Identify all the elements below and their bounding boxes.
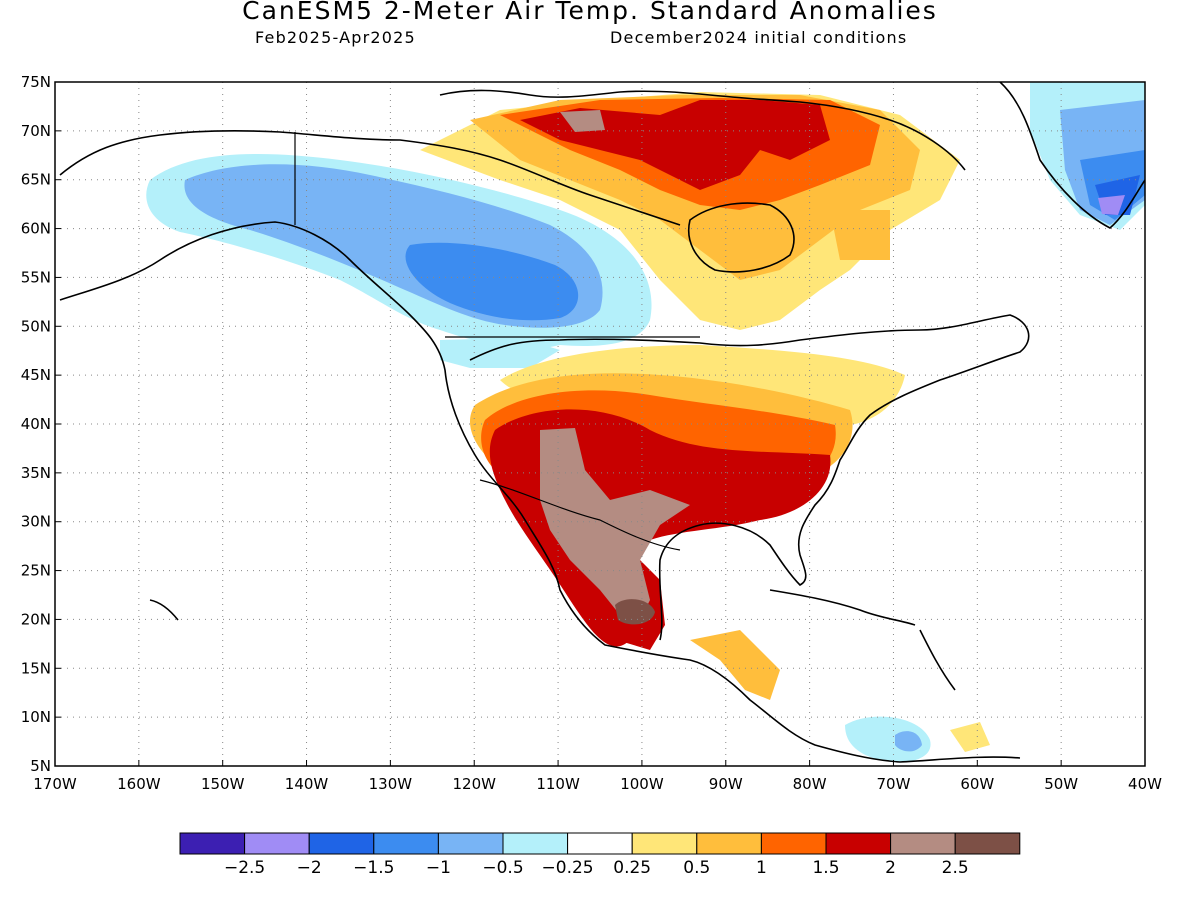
latitude-label: 60N <box>21 220 51 238</box>
political-borders <box>294 132 700 551</box>
colorbar-label: −2.5 <box>224 858 265 878</box>
colorbar-label: −0.25 <box>542 858 594 878</box>
longitude-label: 170W <box>33 775 77 793</box>
colorbar-swatch <box>179 832 246 855</box>
anomaly-region-wcanada-core <box>405 242 579 321</box>
latitude-label: 50N <box>21 317 51 335</box>
longitude-label: 70W <box>877 775 911 793</box>
longitude-label: 130W <box>369 775 413 793</box>
anomaly-region-central-america <box>690 630 780 700</box>
latitude-label: 70N <box>21 122 51 140</box>
latitude-label: 75N <box>21 73 51 91</box>
colorbar-swatch <box>567 832 633 855</box>
colorbar-swatch <box>437 832 504 855</box>
anomaly-fields <box>146 82 1145 763</box>
longitude-label: 90W <box>709 775 743 793</box>
longitude-label: 60W <box>960 775 994 793</box>
longitude-label: 120W <box>452 775 496 793</box>
longitude-label: 140W <box>285 775 329 793</box>
latitude-label: 30N <box>21 513 51 531</box>
colorbar-label: −2 <box>297 858 322 878</box>
longitude-label: 100W <box>620 775 664 793</box>
latitude-label: 65N <box>21 171 51 189</box>
map-plot-area <box>55 82 1145 766</box>
colorbar-swatch <box>502 832 569 855</box>
longitude-label: 80W <box>793 775 827 793</box>
map-title: CanESM5 2-Meter Air Temp. Standard Anoma… <box>242 0 938 25</box>
colorbar-swatch <box>696 832 762 855</box>
anomaly-region-greenland-extreme <box>1098 195 1125 215</box>
latitude-label: 25N <box>21 562 51 580</box>
longitude-label: 40W <box>1128 775 1162 793</box>
longitude-label: 150W <box>201 775 245 793</box>
latitude-label: 15N <box>21 659 51 677</box>
colorbar-label: −0.5 <box>482 858 523 878</box>
grid-lines <box>55 82 1145 766</box>
colorbar-swatch <box>760 832 827 855</box>
anomaly-region-venezuela <box>950 722 990 752</box>
colorbar-swatch <box>890 832 956 855</box>
longitude-label: 110W <box>536 775 580 793</box>
latitude-label: 45N <box>21 366 51 384</box>
latitude-label: 5N <box>30 757 51 775</box>
colorbar-label: 0.5 <box>683 858 710 878</box>
anomaly-region-mexico-extreme <box>615 599 655 625</box>
colorbar-label: 1.5 <box>812 858 839 878</box>
latitude-labels: 75N 70N 65N 60N 55N 50N 45N 40N 35N 30N 25N 20N 15N 1… <box>21 73 61 775</box>
colorbar-label: 1 <box>756 858 767 878</box>
colorbar-label: −1 <box>426 858 451 878</box>
anomaly-region-caribbean-core <box>895 731 922 752</box>
anomaly-region-baffin <box>560 110 605 132</box>
colorbar-swatch <box>373 832 439 855</box>
colorbar-label: 2.5 <box>942 858 969 878</box>
latitude-label: 35N <box>21 464 51 482</box>
initial-conditions: December2024 initial conditions <box>610 28 908 47</box>
colorbar-swatch <box>954 832 1021 855</box>
latitude-label: 20N <box>21 610 51 628</box>
anomaly-region-labrador <box>830 210 890 260</box>
latitude-label: 10N <box>21 708 51 726</box>
colorbar-swatch <box>825 832 892 855</box>
anomaly-region-mexico-strong <box>540 428 690 620</box>
latitude-label: 55N <box>21 268 51 286</box>
coastlines <box>59 82 1145 763</box>
forecast-period: Feb2025-Apr2025 <box>255 28 416 47</box>
longitude-label: 50W <box>1044 775 1078 793</box>
colorbar-label: 2 <box>885 858 896 878</box>
colorbar-swatch <box>308 832 375 855</box>
colorbar: −2.5 −2 −1.5 −1 −0.5 −0.25 0.25 0.5 1 1.5 2 2.5 <box>179 832 1021 878</box>
colorbar-label: 0.25 <box>613 858 651 878</box>
colorbar-swatch <box>631 832 698 855</box>
anomaly-region-pacific-nw <box>440 338 560 368</box>
longitude-label: 160W <box>117 775 161 793</box>
colorbar-swatch <box>244 832 310 855</box>
latitude-label: 40N <box>21 415 51 433</box>
longitude-labels: 170W 160W 150W 140W 130W 120W 110W 100W 90W 80W 70… <box>33 760 1162 793</box>
colorbar-label: −1.5 <box>353 858 394 878</box>
